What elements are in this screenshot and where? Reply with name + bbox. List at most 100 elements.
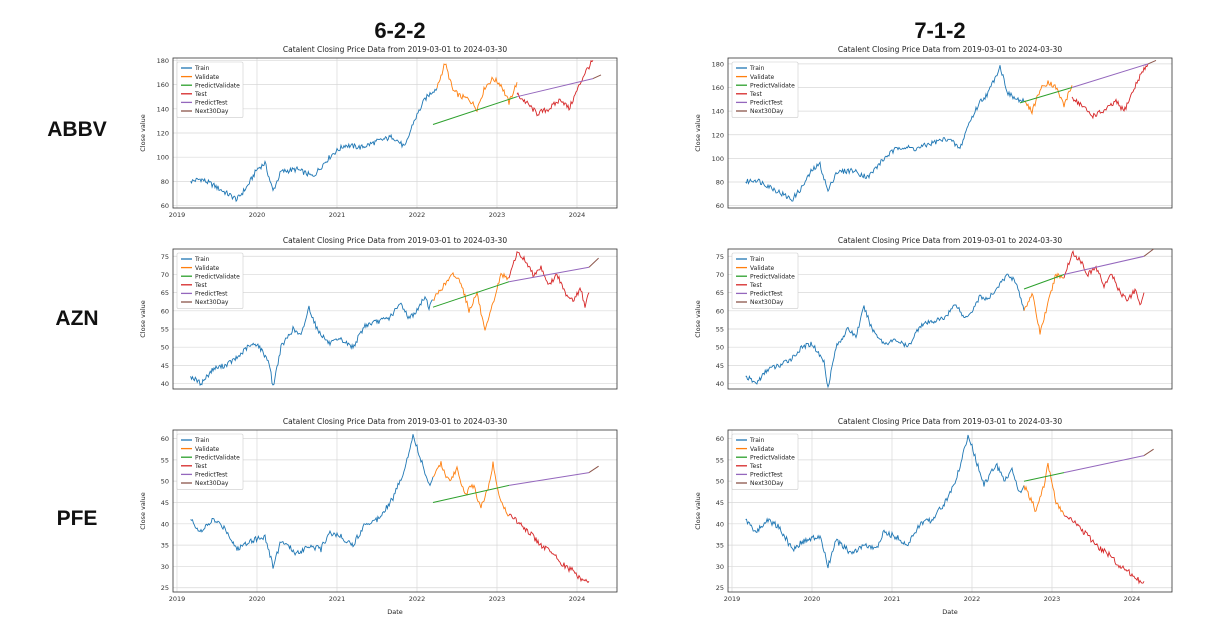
legend-label-validate: Validate [750,265,774,272]
y-tick-label: 50 [161,344,169,352]
y-tick-label: 80 [161,178,169,186]
x-tick-label: 2024 [569,211,586,219]
series-line-next30day [1147,59,1157,65]
row-label-azn: AZN [55,307,99,330]
y-tick-label: 180 [157,57,169,65]
series-line-predictvalidate [432,484,510,503]
legend-label-next30day: Next30Day [750,480,784,487]
legend-label-predictvalidate: PredictValidate [750,82,795,89]
y-tick-label: 65 [716,289,724,297]
y-tick-label: 45 [716,499,724,507]
plot-frame [172,57,618,209]
y-tick-label: 75 [716,253,724,261]
x-axis-label: Date [387,608,403,616]
y-tick-label: 120 [157,130,169,138]
y-tick-label: 65 [161,289,169,297]
x-tick-label: 2024 [1124,595,1141,603]
series-line-train [190,295,434,387]
chart-title: Catalent Closing Price Data from 2019-03… [838,45,1062,54]
plot-frame [727,248,1173,390]
series-group [190,434,599,584]
y-axis-label: Close value [694,114,702,152]
y-tick-label: 120 [712,131,724,139]
legend-label-test: Test [194,91,207,98]
series-line-validate [436,63,518,113]
plot-frame [727,429,1173,593]
legend-label-train: Train [749,65,765,72]
legend-label-next30day: Next30Day [195,108,229,115]
x-tick-label: 2021 [329,595,346,603]
series-line-test [1071,63,1149,120]
series-line-validate [1023,272,1064,335]
y-tick-label: 140 [157,105,169,113]
series-group [745,434,1154,585]
y-tick-label: 55 [161,456,169,464]
legend-label-train: Train [749,437,765,444]
x-tick-label: 2023 [1044,595,1061,603]
y-tick-label: 50 [161,478,169,486]
y-tick-label: 60 [161,307,169,315]
series-line-predictvalidate [1023,472,1065,482]
legend-label-next30day: Next30Day [195,299,229,306]
y-tick-label: 70 [716,271,724,279]
chart-title: Catalent Closing Price Data from 2019-03… [283,45,507,54]
legend-label-predictvalidate: PredictValidate [195,454,240,461]
chart-svg: Catalent Closing Price Data from 2019-03… [139,417,618,616]
x-tick-label: 2022 [964,595,981,603]
chart-svg: Catalent Closing Price Data from 2019-03… [694,236,1173,390]
legend-label-validate: Validate [195,265,219,272]
y-axis-label: Close value [139,492,147,530]
y-tick-label: 25 [716,584,724,592]
y-tick-label: 60 [716,307,724,315]
x-tick-label: 2019 [169,595,186,603]
y-axis-label: Close value [139,114,147,152]
y-tick-label: 55 [716,456,724,464]
series-group [745,249,1154,389]
chart-svg: Catalent Closing Price Data from 2019-03… [694,417,1173,616]
series-line-predictvalidate [432,96,518,125]
x-tick-label: 2020 [249,211,266,219]
y-tick-label: 40 [161,380,169,388]
y-tick-label: 100 [712,155,724,163]
x-tick-label: 2022 [409,211,426,219]
series-line-test [508,513,590,584]
series-line-next30day [1143,249,1154,257]
x-tick-label: 2019 [169,211,186,219]
chart-title: Catalent Closing Price Data from 2019-03… [283,417,507,426]
x-tick-label: 2024 [569,595,586,603]
legend-label-predicttest: PredictTest [750,100,783,107]
legend-label-test: Test [749,463,762,470]
chart-title: Catalent Closing Price Data from 2019-03… [283,236,507,245]
y-axis-label: Close value [694,300,702,338]
y-tick-label: 40 [716,380,724,388]
legend-box [176,433,244,490]
y-axis-label: Close value [139,300,147,338]
legend-label-validate: Validate [195,446,219,453]
series-line-predictvalidate [432,281,510,308]
y-tick-label: 100 [157,154,169,162]
x-tick-label: 2021 [329,211,346,219]
series-line-test [1063,249,1145,306]
chart-svg: Catalent Closing Price Data from 2019-03… [139,236,618,390]
y-tick-label: 60 [161,435,169,443]
series-line-test [1063,514,1145,585]
chart-azn-7-1-2: Catalent Closing Price Data from 2019-03… [690,233,1180,405]
legend-label-test: Test [749,282,762,289]
series-line-predicttest [1063,455,1145,474]
chart-abbv-7-1-2: Catalent Closing Price Data from 2019-03… [690,42,1180,224]
y-tick-label: 45 [161,362,169,370]
series-group [190,60,602,203]
series-line-predicttest [1071,63,1149,88]
legend-label-predictvalidate: PredictValidate [750,273,795,280]
y-tick-label: 180 [712,60,724,68]
y-tick-label: 160 [157,81,169,89]
legend-label-train: Train [194,256,210,263]
y-tick-label: 55 [716,326,724,334]
legend-label-predictvalidate: PredictValidate [750,454,795,461]
y-tick-label: 30 [161,563,169,571]
chart-title: Catalent Closing Price Data from 2019-03… [838,417,1062,426]
